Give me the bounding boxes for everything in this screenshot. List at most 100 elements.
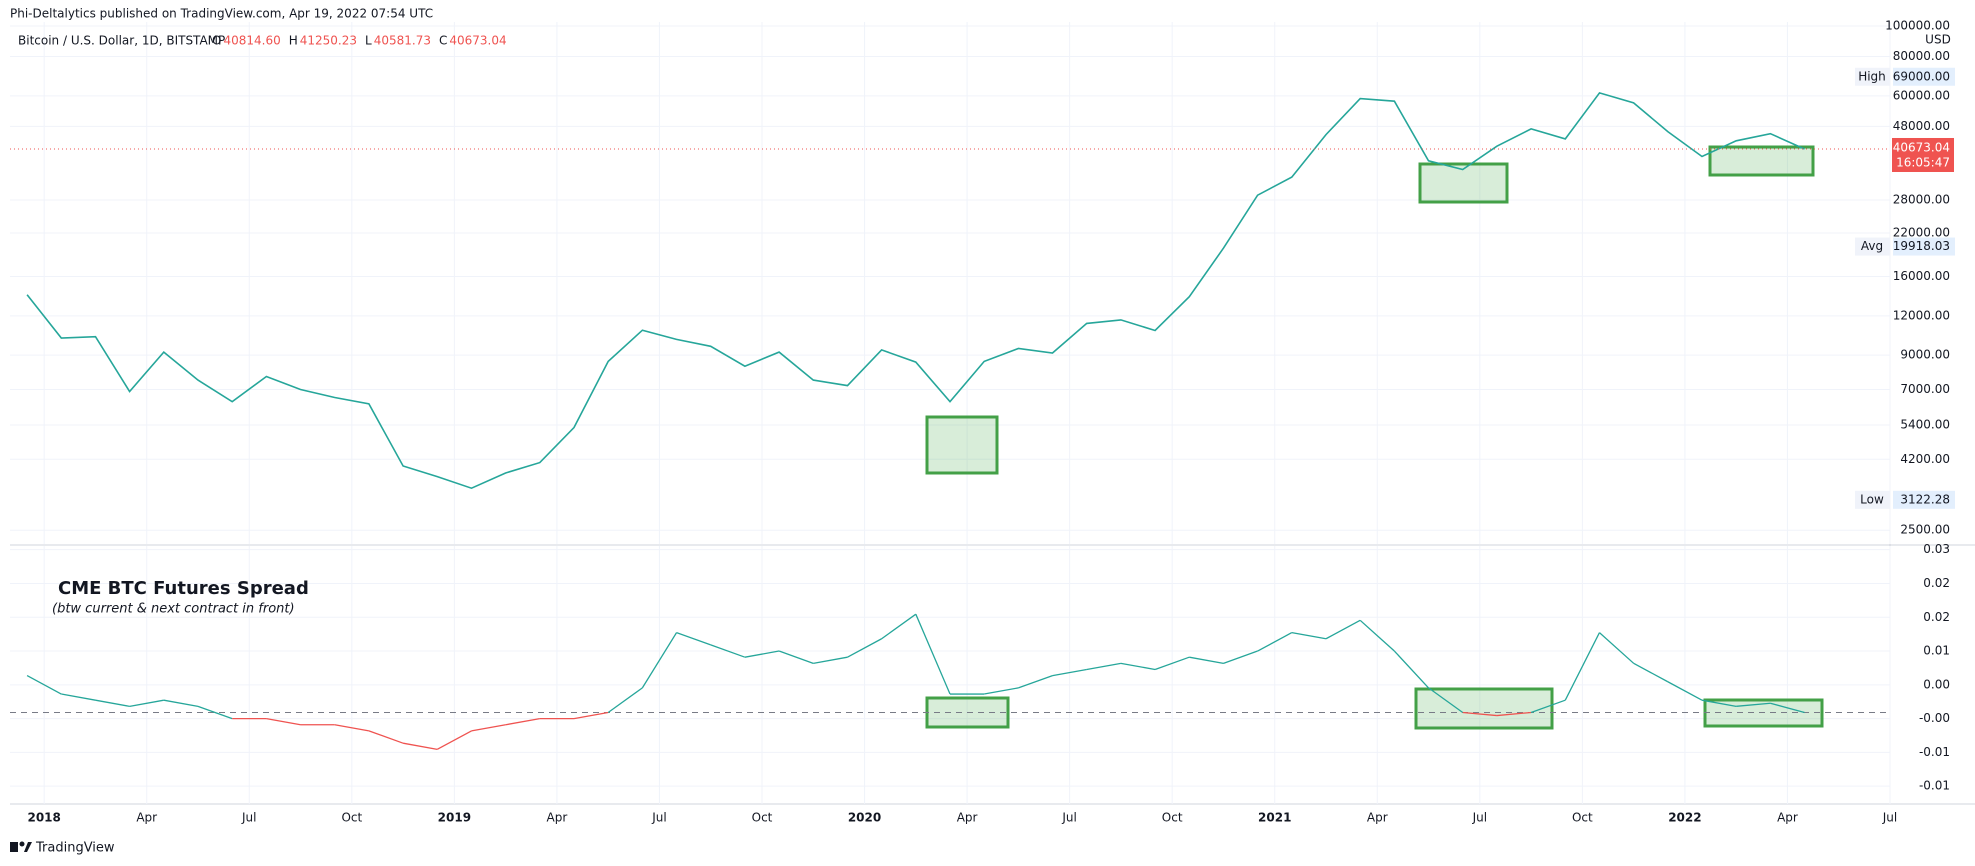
spread-segment — [641, 632, 678, 689]
countdown-label: 16:05:47 — [1896, 155, 1950, 169]
x-tick-label: 2019 — [438, 811, 471, 825]
spread-segment — [402, 742, 438, 750]
marker-badge — [1855, 237, 1890, 256]
x-tick-label: 2021 — [1258, 811, 1291, 825]
y-tick-label: -0.01 — [1919, 745, 1950, 759]
x-tick-label: Apr — [547, 811, 568, 825]
spread-segment — [1086, 662, 1122, 671]
y-tick-label: -0.01 — [1919, 779, 1950, 793]
marker-value-badge — [1893, 67, 1955, 86]
price-line — [26, 91, 1805, 490]
highlight-box — [1708, 145, 1815, 177]
publisher-header: Phi-Deltalytics published on TradingView… — [10, 7, 433, 21]
spread-segment — [1189, 656, 1224, 664]
y-tick-label: 0.01 — [1923, 644, 1950, 658]
spread-segment — [1462, 711, 1497, 717]
y-tick-label: 28000.00 — [1893, 193, 1950, 207]
marker-value: 69000.00 — [1893, 69, 1950, 83]
spread-segment — [1359, 619, 1395, 652]
y-tick-label: 0.03 — [1923, 542, 1950, 556]
spread-segment — [676, 632, 711, 646]
indicator-title: CME BTC Futures Spread — [58, 578, 309, 599]
y-tick-label: 0.00 — [1923, 677, 1950, 691]
x-tick-label: Oct — [1572, 811, 1593, 825]
x-tick-label: Oct — [1162, 811, 1183, 825]
spread-segment — [1667, 681, 1703, 701]
spread-segment — [1701, 699, 1737, 707]
spread-segment — [334, 724, 370, 732]
spread-segment — [984, 687, 1019, 695]
marker-value-badge — [1893, 490, 1955, 509]
spread-segment — [1564, 632, 1601, 701]
marks — [10, 91, 1890, 750]
y-tick-label: 100000.00 — [1885, 19, 1950, 33]
x-tick-label: Apr — [136, 811, 157, 825]
x-tick-label: Jul — [651, 811, 666, 825]
spread-segment — [129, 699, 164, 707]
annotations — [925, 145, 1824, 730]
y-tick-label: 5400.00 — [1900, 417, 1950, 431]
y-tick-label: 4200.00 — [1900, 452, 1950, 466]
spread-segment — [915, 613, 951, 695]
spread-segment — [197, 705, 233, 720]
spread-segment — [881, 613, 917, 640]
marker-name: Low — [1860, 492, 1884, 506]
spread-segment — [1428, 687, 1464, 713]
y-tick-label: 9000.00 — [1900, 348, 1950, 362]
marker-value: 3122.28 — [1900, 492, 1950, 506]
x-tick-label: Oct — [341, 811, 362, 825]
spread-segment — [710, 644, 746, 658]
x-tick-label: Jul — [241, 811, 256, 825]
marker-value-badge — [1893, 237, 1955, 256]
spread-segment — [1530, 699, 1566, 714]
x-tick-label: Oct — [752, 811, 773, 825]
spread-segment — [1633, 662, 1669, 683]
x-tick-label: Apr — [957, 811, 978, 825]
spread-segment — [1120, 662, 1156, 671]
marker-value: 19918.03 — [1893, 239, 1950, 253]
ohlc-key: L — [365, 34, 372, 48]
spread-segment — [1325, 619, 1361, 640]
currency-label: USD — [1925, 33, 1951, 47]
spread-segment — [1154, 656, 1190, 671]
y-tick-label: 2500.00 — [1900, 523, 1950, 537]
spread-segment — [1018, 675, 1053, 689]
spread-segment — [1496, 711, 1532, 717]
spread-segment — [813, 656, 848, 664]
y-tick-label: 0.02 — [1923, 576, 1950, 590]
ohlc-value: 40581.73 — [374, 34, 431, 48]
y-tick-label: 48000.00 — [1893, 119, 1950, 133]
y-tick-label: 60000.00 — [1893, 88, 1950, 102]
y-tick-label: 80000.00 — [1893, 49, 1950, 63]
spread-segment — [505, 717, 540, 726]
spread-segment — [573, 711, 609, 720]
spread-segment — [1770, 702, 1805, 714]
spread-segment — [436, 730, 472, 750]
spread-segment — [1599, 632, 1635, 664]
last-price-badge — [1892, 137, 1954, 172]
x-tick-label: 2022 — [1668, 811, 1701, 825]
footer-brand: TradingView — [35, 841, 115, 856]
spread-segment — [1052, 668, 1087, 677]
ohlc-value: 40814.60 — [223, 34, 280, 48]
spread-segment — [368, 730, 404, 744]
spread-segment — [744, 650, 780, 658]
spread-segment — [1736, 702, 1771, 707]
x-tick-label: Jul — [1882, 811, 1897, 825]
x-tick-label: 2018 — [27, 811, 60, 825]
y-tick-label: 7000.00 — [1900, 382, 1950, 396]
labels: 2018 Apr Jul Oct 2019 Apr Jul Oct 2020 Apr Jul Oct 2… — [27, 19, 1955, 825]
ohlc-key: H — [289, 34, 298, 48]
y-tick-label: 16000.00 — [1893, 269, 1950, 283]
symbol-title: Bitcoin / U.S. Dollar, 1D, BITSTAMP — [18, 34, 225, 48]
grid — [10, 22, 1891, 804]
spread-segment — [1223, 650, 1258, 664]
marker-badge — [1855, 490, 1890, 509]
last-price-label: 40673.04 — [1893, 140, 1950, 154]
spread-segment — [1393, 650, 1430, 689]
x-tick-label: Apr — [1367, 811, 1388, 825]
marker-badge — [1855, 67, 1890, 86]
spread-segment — [1291, 631, 1327, 640]
ohlc-value: 41250.23 — [300, 34, 357, 48]
